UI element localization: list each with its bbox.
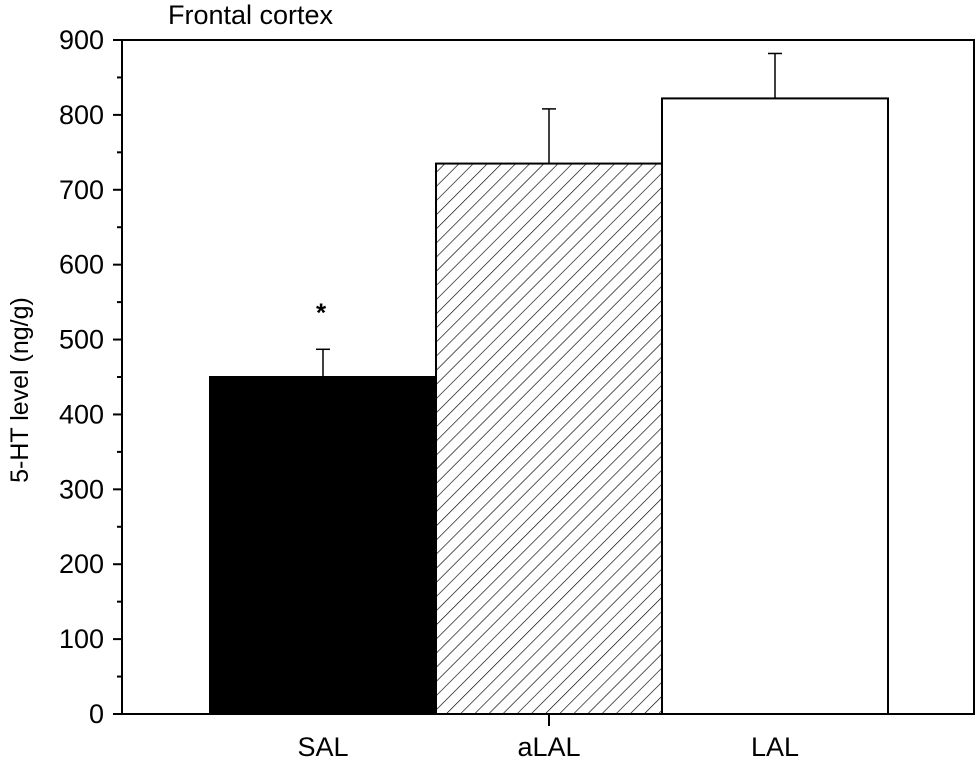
bar-alal [435,162,663,716]
chart-title: Frontal cortex [168,0,334,30]
y-axis: 0 100 200 300 400 500 600 700 800 900 [59,25,122,729]
y-tick-label: 600 [59,250,104,280]
y-axis-label: 5-HT level (ng/g) [6,297,34,483]
y-tick-label: 200 [59,549,104,579]
x-tick-label-lal: LAL [751,732,799,759]
x-tick-label-alal: aLAL [517,732,580,759]
y-tick-label: 900 [59,25,104,55]
x-axis: SAL aLAL LAL [297,714,799,762]
y-tick-label: 300 [59,474,104,504]
y-tick-label: 400 [59,399,104,429]
y-tick-label: 800 [59,100,104,130]
bars-layer [209,97,889,716]
error-bars-layer [316,52,782,377]
y-tick-label: 700 [59,175,104,205]
annotations-layer: * [316,297,327,327]
y-tick-label: 0 [89,699,104,729]
x-tick-label-sal: SAL [297,732,348,759]
bar-lal [661,97,889,715]
y-tick-label: 100 [59,624,104,654]
significance-asterisk: * [316,297,327,327]
y-tick-label: 500 [59,325,104,355]
bar-sal [209,376,437,715]
